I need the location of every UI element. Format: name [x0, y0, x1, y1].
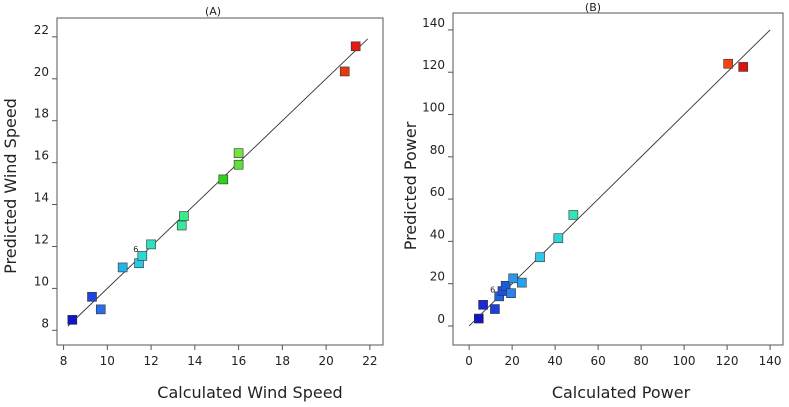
panel-a-data-point: [176, 220, 187, 231]
panel-a-ytick-label: 18: [34, 107, 49, 121]
panel-a-ytick-label: 16: [34, 149, 49, 163]
panel-a-point-label: 6: [133, 245, 138, 254]
panel-b-xtick-label: 60: [590, 354, 605, 368]
panel-a-ytick-label: 20: [34, 65, 49, 79]
panel-a: (A) Calculated Wind Speed Predicted Wind…: [1, 5, 384, 402]
panel-b-xtick-label: 80: [633, 354, 648, 368]
panel-b-data-point: [490, 304, 500, 314]
panel-b-data-point: [516, 277, 527, 288]
panel-b-ytick-label: 60: [430, 185, 445, 199]
panel-b-xtick-label: 120: [716, 354, 739, 368]
panel-b-title: (B): [585, 1, 601, 14]
panel-b-data-point: [723, 58, 733, 69]
panel-b: (B) Calculated Power Predicted Power 0 20…: [401, 1, 784, 402]
panel-a-ylabel: Predicted Wind Speed: [1, 98, 20, 274]
panel-a-data-point: [67, 315, 78, 325]
panel-a-xtick-label: 8: [60, 354, 68, 368]
panel-b-data-point: [478, 300, 488, 310]
panel-b-ytick-label: 120: [422, 58, 445, 72]
panel-b-plot-frame: [452, 12, 784, 346]
panel-b-ytick-label: 40: [430, 227, 445, 241]
panel-b-point-label: 6: [490, 285, 495, 294]
panel-b-xtick-label: 0: [465, 354, 473, 368]
panel-b-xtick-label: 100: [673, 354, 696, 368]
panel-a-data-point: [350, 41, 361, 52]
panel-a-xlabel: Calculated Wind Speed: [157, 383, 342, 402]
panel-a-data-point: [339, 66, 350, 77]
panel-a-xtick-label: 12: [143, 354, 158, 368]
panel-a-data-point: [87, 291, 97, 302]
panel-a-xtick-label: 20: [318, 354, 333, 368]
panel-a-xtick-label: 22: [362, 354, 377, 368]
panel-a-data-point: [117, 262, 128, 273]
panel-b-data-point: [535, 252, 545, 263]
panel-a-identity-line: [67, 38, 368, 327]
panel-a-data-point: [179, 211, 189, 221]
panel-a-data-point: [95, 304, 106, 315]
panel-b-data-point: [508, 273, 518, 284]
panel-b-data-point: [553, 233, 564, 244]
panel-a-data-point: [233, 159, 244, 170]
panel-a-title: (A): [205, 5, 221, 18]
panel-b-data-point: [473, 313, 484, 324]
panel-b-data-point: [568, 210, 579, 220]
panel-a-data-point: [137, 251, 148, 261]
panel-b-xtick-label: 40: [547, 354, 562, 368]
panel-b-ytick-label: 80: [430, 143, 445, 157]
panel-a-ytick-label: 14: [34, 191, 49, 205]
panel-a-ytick-label: 8: [41, 316, 49, 330]
panel-a-xtick-label: 14: [187, 354, 202, 368]
panel-b-data-point: [738, 62, 749, 72]
panel-a-ytick-label: 12: [34, 232, 49, 246]
panel-a-data-point: [218, 174, 229, 185]
panel-b-xlabel: Calculated Power: [552, 383, 691, 402]
panel-a-xtick-label: 16: [231, 354, 246, 368]
panel-a-ytick-label: 22: [34, 23, 49, 37]
panel-b-ytick-label: 100: [422, 101, 445, 115]
panel-a-xtick-label: 18: [275, 354, 290, 368]
panel-a-plot-frame: [56, 17, 384, 346]
panel-a-ytick-label: 10: [34, 274, 49, 288]
panel-b-ytick-label: 20: [430, 270, 445, 284]
panel-b-identity-line: [468, 29, 771, 327]
panel-a-data-point: [233, 148, 244, 159]
panel-b-ytick-label: 0: [437, 312, 445, 326]
panel-a-data-point: [146, 239, 156, 250]
panel-b-data-point: [500, 280, 511, 291]
panel-b-xtick-label: 20: [504, 354, 519, 368]
panel-b-xtick-label: 140: [759, 354, 782, 368]
panel-b-data-point: [506, 288, 516, 298]
panel-a-xtick-label: 10: [100, 354, 115, 368]
panel-b-ylabel: Predicted Power: [401, 121, 420, 250]
panel-b-ytick-label: 140: [422, 16, 445, 30]
